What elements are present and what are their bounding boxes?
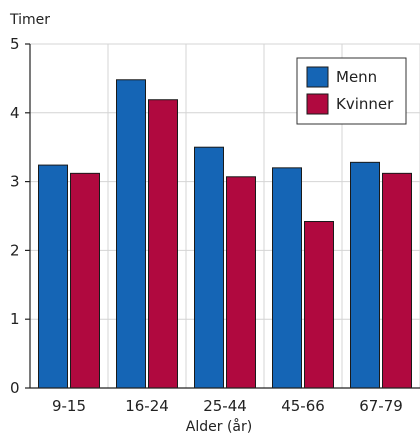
legend: Menn Kvinner [296, 57, 407, 125]
y-tick-label: 4 [10, 104, 20, 122]
legend-label-menn: Menn [336, 68, 377, 86]
y-tick-label: 3 [10, 173, 20, 191]
bars [38, 79, 412, 389]
y-tick-label: 2 [10, 241, 20, 259]
y-tick-label: 1 [10, 310, 20, 328]
bar-menn-25-44 [194, 146, 224, 389]
x-tick-labels: 9-15 16-24 25-44 45-66 67-79 [52, 397, 403, 415]
bar-menn-45-66 [272, 167, 302, 389]
bar-menn-9-15 [38, 164, 68, 389]
bar-kvinner-67-79 [382, 172, 412, 389]
x-tick-label: 16-24 [125, 397, 169, 415]
bar-kvinner-16-24 [148, 99, 178, 389]
x-tick-label: 25-44 [203, 397, 247, 415]
x-tick-label: 45-66 [281, 397, 325, 415]
x-tick-label: 67-79 [359, 397, 403, 415]
x-tick-label: 9-15 [52, 397, 86, 415]
bar-kvinner-45-66 [304, 221, 334, 389]
legend-swatch-kvinner [306, 93, 329, 115]
y-tick-label: 5 [10, 35, 20, 53]
bar-menn-16-24 [116, 79, 146, 389]
y-axis-title: Timer [9, 12, 50, 28]
bar-kvinner-25-44 [226, 176, 256, 389]
axes [25, 43, 420, 389]
bar-kvinner-9-15 [70, 172, 100, 389]
legend-label-kvinner: Kvinner [336, 95, 394, 113]
bar-menn-67-79 [350, 161, 380, 389]
y-tick-label: 0 [10, 379, 20, 397]
x-axis-title: Alder (år) [186, 418, 252, 435]
legend-swatch-menn [306, 66, 329, 88]
y-tick-labels: 0 1 2 3 4 5 [10, 35, 20, 397]
